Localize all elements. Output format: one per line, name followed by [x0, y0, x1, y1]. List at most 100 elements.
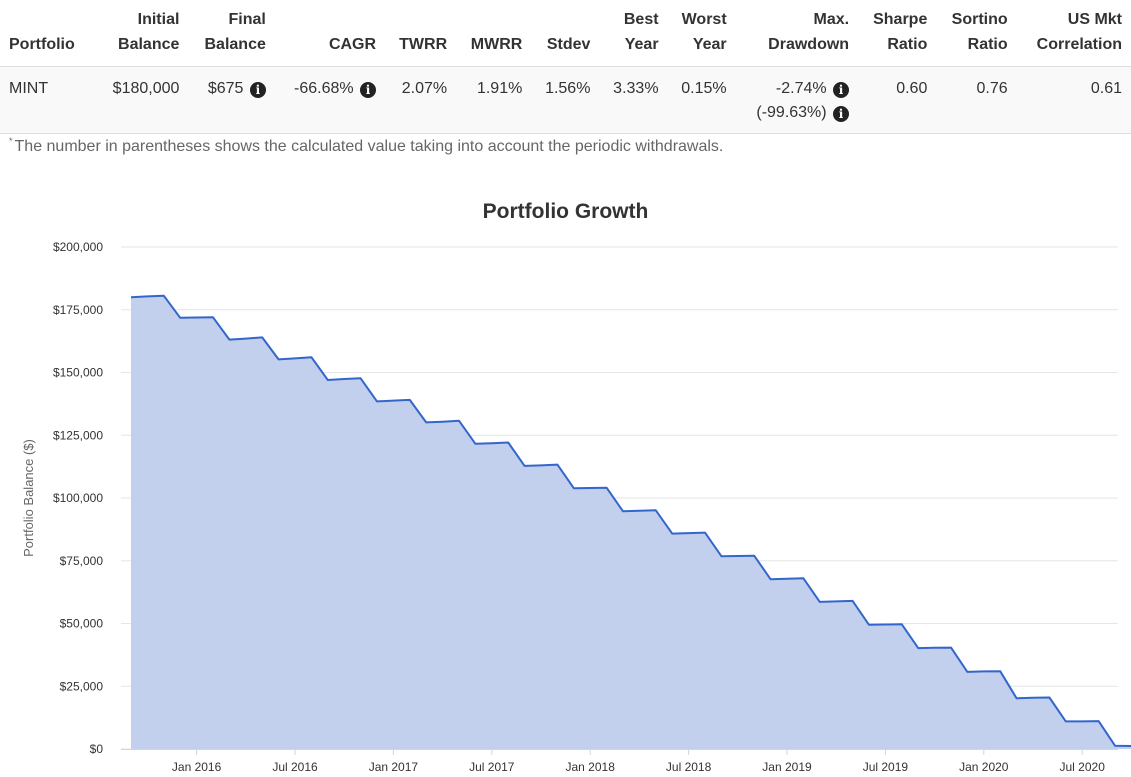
- data-point[interactable]: [210, 314, 216, 320]
- header-best-year: Best Year: [597, 0, 666, 67]
- data-point[interactable]: [768, 576, 774, 582]
- cell-mwrr: 1.91%: [454, 66, 530, 134]
- data-point[interactable]: [276, 356, 282, 362]
- data-point[interactable]: [1063, 718, 1069, 724]
- data-point[interactable]: [358, 375, 364, 381]
- y-tick-label: $0: [90, 742, 104, 756]
- data-point[interactable]: [735, 553, 741, 559]
- x-tick-label: Jan 2019: [762, 760, 812, 774]
- y-tick-label: $50,000: [60, 617, 104, 631]
- data-point[interactable]: [472, 441, 478, 447]
- data-point[interactable]: [850, 598, 856, 604]
- footnote-text: The number in parentheses shows the calc…: [14, 138, 724, 155]
- final-balance-value: $675: [207, 80, 244, 97]
- data-point[interactable]: [981, 668, 987, 674]
- max-drawdown-adjusted-value: (-99.63%): [756, 104, 827, 121]
- data-point[interactable]: [948, 645, 954, 651]
- cell-cagr: -66.68% i: [272, 66, 384, 134]
- data-point[interactable]: [259, 334, 265, 340]
- data-point[interactable]: [538, 462, 544, 468]
- data-point[interactable]: [620, 508, 626, 514]
- data-point[interactable]: [866, 622, 872, 628]
- data-point[interactable]: [1079, 718, 1085, 724]
- data-point[interactable]: [522, 463, 528, 469]
- cell-sharpe-ratio: 0.60: [856, 66, 935, 134]
- data-point[interactable]: [604, 485, 610, 491]
- table-row: MINT $180,000 $675 i -66.68% i 2.07% 1.9…: [0, 66, 1131, 134]
- y-tick-label: $25,000: [60, 679, 104, 693]
- data-point[interactable]: [653, 507, 659, 513]
- cell-best-year: 3.33%: [597, 66, 666, 134]
- data-point[interactable]: [308, 354, 314, 360]
- series-area: [131, 295, 1131, 749]
- data-point[interactable]: [374, 398, 380, 404]
- x-tick-label: Jan 2018: [566, 760, 616, 774]
- data-point[interactable]: [194, 315, 200, 321]
- y-tick-label: $200,000: [53, 240, 103, 254]
- data-point[interactable]: [1096, 718, 1102, 724]
- y-tick-label: $150,000: [53, 366, 103, 380]
- cell-max-drawdown: -2.74% i (-99.63%) i: [733, 66, 857, 134]
- x-tick-label: Jan 2020: [959, 760, 1009, 774]
- y-tick-label: $75,000: [60, 554, 104, 568]
- data-point[interactable]: [390, 398, 396, 404]
- max-drawdown-line: -2.74% i: [741, 77, 850, 101]
- data-point[interactable]: [571, 485, 577, 491]
- data-point[interactable]: [128, 294, 134, 300]
- data-point[interactable]: [1112, 743, 1118, 749]
- portfolio-stats-table: Portfolio Initial Balance Final Balance CA…: [0, 0, 1131, 134]
- data-point[interactable]: [325, 377, 331, 383]
- cell-portfolio: MINT: [0, 66, 94, 134]
- data-point[interactable]: [669, 531, 675, 537]
- data-point[interactable]: [636, 508, 642, 514]
- data-point[interactable]: [833, 598, 839, 604]
- data-point[interactable]: [554, 462, 560, 468]
- y-tick-label: $175,000: [53, 303, 103, 317]
- data-point[interactable]: [915, 645, 921, 651]
- info-circle-icon[interactable]: i: [833, 82, 850, 98]
- data-point[interactable]: [718, 553, 724, 559]
- data-point[interactable]: [800, 575, 806, 581]
- data-point[interactable]: [1014, 695, 1020, 701]
- data-point[interactable]: [817, 599, 823, 605]
- data-point[interactable]: [784, 576, 790, 582]
- data-point[interactable]: [423, 419, 429, 425]
- data-point[interactable]: [751, 553, 757, 559]
- data-point[interactable]: [587, 485, 593, 491]
- data-point[interactable]: [341, 376, 347, 382]
- data-point[interactable]: [882, 622, 888, 628]
- info-circle-icon[interactable]: i: [249, 82, 266, 98]
- data-point[interactable]: [144, 293, 150, 299]
- data-point[interactable]: [292, 355, 298, 361]
- data-point[interactable]: [1046, 695, 1052, 701]
- info-circle-icon[interactable]: i: [833, 106, 850, 122]
- data-point[interactable]: [1030, 695, 1036, 701]
- data-point[interactable]: [505, 440, 511, 446]
- data-point[interactable]: [702, 530, 708, 536]
- x-tick-label: Jan 2016: [172, 760, 222, 774]
- cell-sortino-ratio: 0.76: [934, 66, 1015, 134]
- data-point[interactable]: [964, 669, 970, 675]
- data-point[interactable]: [997, 668, 1003, 674]
- data-point[interactable]: [456, 418, 462, 424]
- series-line[interactable]: [130, 294, 1131, 748]
- data-point[interactable]: [899, 621, 905, 627]
- data-point[interactable]: [243, 336, 249, 342]
- info-circle-icon[interactable]: i: [360, 82, 377, 98]
- data-point[interactable]: [161, 293, 167, 299]
- x-axis: Jan 2016 Jul 2016 Jan 2017 Jul 2017 Jan 2018…: [121, 749, 1118, 774]
- data-point[interactable]: [932, 645, 938, 651]
- data-point[interactable]: [177, 315, 183, 321]
- max-drawdown-value: -2.74%: [775, 80, 827, 97]
- header-final-balance: Final Balance: [186, 0, 273, 67]
- data-point[interactable]: [686, 530, 692, 536]
- header-portfolio: Portfolio: [0, 0, 94, 67]
- data-point[interactable]: [226, 337, 232, 343]
- cell-worst-year: 0.15%: [665, 66, 734, 134]
- max-drawdown-adjusted-line: (-99.63%) i: [741, 101, 850, 125]
- data-point[interactable]: [440, 419, 446, 425]
- data-point[interactable]: [407, 397, 413, 403]
- header-mwrr: MWRR: [454, 0, 530, 67]
- data-point[interactable]: [489, 440, 495, 446]
- x-tick-label: Jul 2018: [666, 760, 712, 774]
